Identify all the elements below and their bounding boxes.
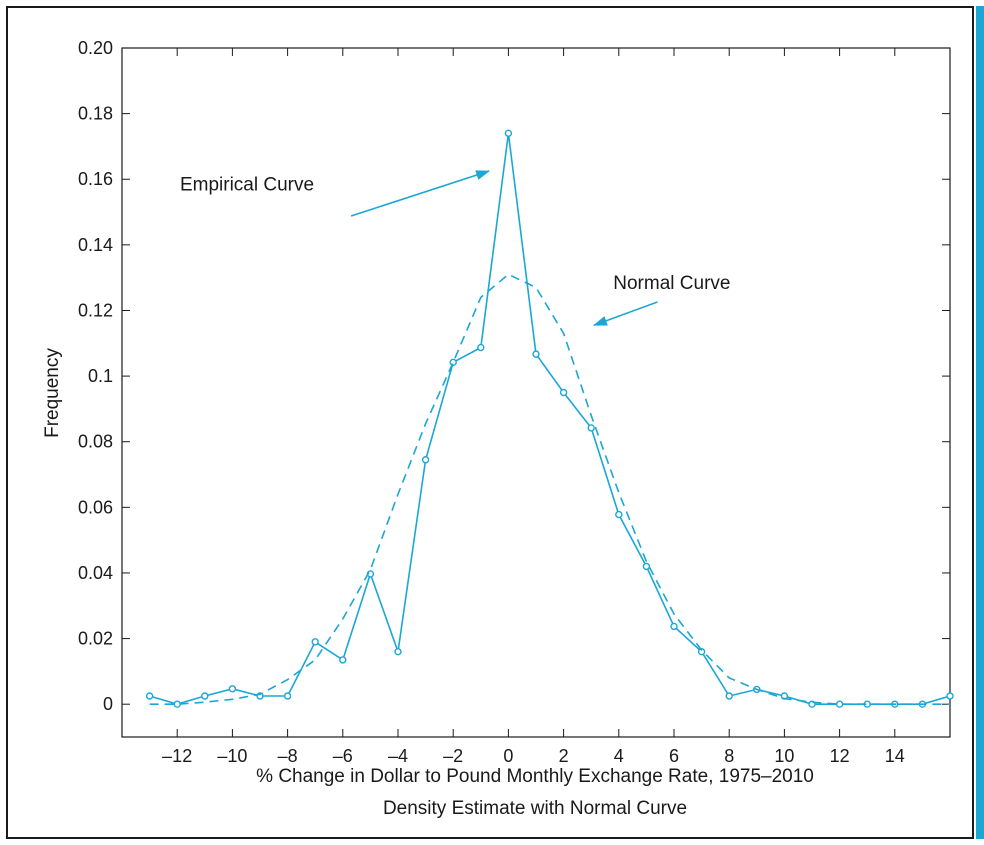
- empirical-curve-annotation-arrow: [350, 170, 491, 217]
- empirical-data-point: [173, 700, 181, 708]
- empirical-data-point: [145, 692, 154, 700]
- y-tick-label: 0.1: [88, 366, 113, 386]
- empirical-data-point: [532, 350, 540, 358]
- empirical-data-point: [477, 343, 485, 352]
- empirical-data-point: [587, 424, 595, 432]
- chart-frame: [6, 6, 974, 839]
- x-tick-label: 2: [559, 746, 569, 766]
- x-tick-label: 12: [830, 746, 850, 766]
- x-tick-label: 0: [503, 746, 513, 766]
- x-tick-label: –12: [162, 746, 192, 766]
- empirical-data-point: [615, 510, 623, 519]
- x-tick-label: 14: [885, 746, 905, 766]
- empirical-data-point: [228, 685, 237, 693]
- y-tick-label: 0.04: [78, 563, 113, 583]
- y-tick-label: 0.20: [78, 38, 113, 58]
- empirical-data-point: [201, 692, 209, 700]
- empirical-data-point: [283, 692, 292, 700]
- x-tick-label: –6: [333, 746, 353, 766]
- x-tick-label: 6: [669, 746, 679, 766]
- empirical-data-point: [504, 129, 513, 138]
- x-tick-label: –8: [278, 746, 298, 766]
- y-tick-label: 0: [103, 694, 113, 714]
- y-tick-label: 0.16: [78, 169, 113, 189]
- plot-area: [121, 47, 951, 738]
- y-tick-label: 0.06: [78, 497, 113, 517]
- annotation-layer: Empirical Curve Normal Curve: [180, 170, 730, 326]
- x-tick-label: 4: [614, 746, 624, 766]
- empirical-data-point: [670, 622, 678, 631]
- x-tick-label: 10: [774, 746, 794, 766]
- y-tick-label: 0.02: [78, 629, 113, 649]
- normal-curve-annotation-label: Normal Curve: [613, 273, 730, 294]
- empirical-data-point: [311, 638, 319, 646]
- empirical-data-point: [449, 358, 457, 367]
- y-tick-label: 0.12: [78, 300, 113, 320]
- plot-border: [121, 47, 951, 738]
- empirical-data-point: [725, 692, 733, 700]
- x-axis-label: % Change in Dollar to Pound Monthly Exch…: [256, 766, 814, 787]
- normal-curve-annotation-arrow: [593, 301, 658, 326]
- x-tick-label: –4: [388, 746, 408, 766]
- page-edge-strip: [976, 6, 984, 839]
- x-tick-label: –10: [217, 746, 247, 766]
- y-axis-ticks: 0 0.02 0.04 0.06 0.08 0.1 0.12 0.14 0.16 0.18 0.20: [78, 38, 950, 714]
- empirical-data-point: [697, 647, 706, 656]
- empirical-data-point: [946, 692, 954, 700]
- chart-subtitle: Density Estimate with Normal Curve: [383, 798, 687, 819]
- empirical-curve-line: [149, 133, 951, 706]
- empirical-curve-annotation-label: Empirical Curve: [180, 175, 314, 196]
- y-tick-label: 0.14: [78, 235, 113, 255]
- x-tick-label: 8: [724, 746, 734, 766]
- series-layer: [145, 129, 954, 708]
- normal-curve-line: [149, 273, 950, 706]
- empirical-data-point: [559, 388, 568, 397]
- empirical-data-point: [642, 562, 651, 571]
- empirical-data-point: [835, 700, 844, 708]
- x-tick-label: –2: [443, 746, 463, 766]
- y-axis-label: Frequency: [42, 348, 63, 438]
- y-tick-label: 0.18: [78, 104, 113, 124]
- empirical-data-point: [394, 647, 402, 656]
- x-axis-ticks: –12 –10 –8 –6 –4 –2 0 2 4 6 8 10 12 14: [162, 48, 905, 766]
- empirical-data-point: [339, 656, 347, 664]
- y-tick-label: 0.08: [78, 432, 113, 452]
- empirical-data-point: [421, 456, 430, 464]
